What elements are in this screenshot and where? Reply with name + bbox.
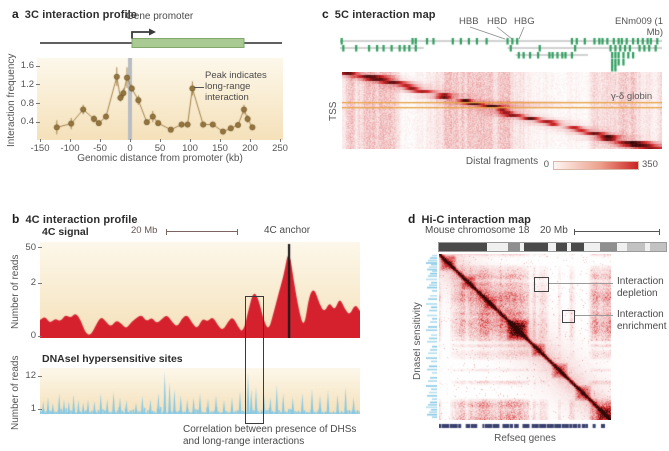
chromosome-label: Mouse chromosome 18: [425, 225, 530, 236]
y-tick-label: 0.4: [8, 116, 40, 127]
y-tick-label: 1: [10, 403, 42, 414]
x-tick-label: -50: [85, 139, 115, 154]
c5-y-axis-label: TSS: [328, 101, 339, 121]
x-tick-label: 250: [265, 139, 295, 154]
5c-gene-track-canvas: [340, 35, 662, 73]
3c-plot-canvas: [37, 58, 283, 140]
ideogram-band: [439, 243, 487, 251]
ideogram-band: [645, 243, 650, 251]
hic-heatmap-canvas: [439, 254, 611, 420]
globin-label: γ-δ globin: [611, 91, 653, 102]
x-tick-label: -100: [55, 139, 85, 154]
region-label: ENm009 (1 Mb): [614, 16, 663, 38]
y-tick-label: 12: [10, 370, 42, 381]
gene-label-hbg: HBG: [514, 16, 535, 27]
panel-d-letter: d: [408, 212, 416, 226]
d-scalebar-label: 20 Mb: [540, 225, 568, 236]
b-scalebar-label: 20 Mb: [131, 225, 158, 236]
hic-x-axis-label: Refseq genes: [494, 433, 556, 444]
ideogram-band: [649, 243, 666, 251]
gene-label-hbb: HBB: [459, 16, 479, 27]
panel-a-letter: a: [12, 7, 19, 21]
dhs-y-axis-label: Number of reads: [10, 355, 21, 430]
enrichment-label: Interaction enrichment: [617, 309, 667, 332]
promoter-arrow: [131, 31, 149, 39]
colorbar-min: 0: [543, 159, 549, 170]
correlation-annotation: Correlation between presence of DHSs and…: [183, 424, 357, 447]
panel-c-title: c 5C interaction map: [322, 7, 436, 21]
dnase-sensitivity-ticks-canvas: [426, 254, 437, 420]
peak-annotation-connector: [194, 87, 204, 88]
depletion-connector: [549, 283, 613, 284]
y-tick-label: 1.2: [8, 79, 40, 90]
ideogram-band: [547, 243, 556, 251]
ideogram-band: [555, 243, 568, 251]
x-tick-label: 0: [115, 139, 145, 154]
c5-x-axis-label: Distal fragments: [465, 156, 539, 167]
panel-d-title: d Hi-C interaction map: [408, 212, 532, 226]
x-tick-label: 100: [175, 139, 205, 154]
panel-b-title: b 4C interaction profile: [12, 212, 138, 226]
ideogram-band: [600, 243, 618, 251]
dhs-signal-canvas: [40, 368, 360, 414]
4c-signal-canvas: [40, 242, 360, 338]
colorbar: [553, 161, 639, 170]
ideogram-band: [570, 243, 585, 251]
depletion-label: Interaction depletion: [617, 276, 664, 299]
chromosome-ideogram: [438, 242, 667, 252]
x-tick-label: 50: [145, 139, 175, 154]
hic-y-axis-label: DnaseI sensitivity: [412, 302, 423, 380]
gene-label-hbd: HBD: [487, 16, 508, 27]
ideogram-band: [486, 243, 509, 251]
refseq-genes-canvas: [439, 423, 611, 429]
y-tick-label: 50: [10, 242, 42, 253]
dhs-label: DNAseI hypersensitive sites: [42, 353, 183, 365]
panel-c-letter: c: [322, 7, 329, 21]
depletion-box: [534, 277, 549, 292]
b-scalebar: [166, 229, 238, 235]
ideogram-band: [567, 243, 571, 251]
d-scalebar: [574, 229, 660, 235]
4c-anchor-label: 4C anchor: [264, 225, 311, 236]
ideogram-band: [627, 243, 646, 251]
panel-a-title: a 3C interaction profile: [12, 7, 137, 21]
panel-b-letter: b: [12, 212, 20, 226]
5c-heatmap-canvas: [342, 72, 662, 149]
gene-promoter-label: Gene promoter: [126, 11, 194, 22]
enrichment-connector: [575, 315, 613, 316]
enrichment-box: [562, 310, 575, 323]
correlation-highlight-box: [245, 296, 264, 424]
gene-body-box: [131, 38, 245, 48]
ideogram-band: [617, 243, 628, 251]
4c-signal-label: 4C signal: [42, 226, 89, 238]
gene-diagram: [40, 28, 282, 48]
ideogram-band: [584, 243, 601, 251]
y-tick-label: 0: [10, 330, 42, 341]
y-tick-label: 0.8: [8, 98, 40, 109]
ideogram-band: [524, 243, 548, 251]
ideogram-band: [519, 243, 525, 251]
peak-annotation: Peak indicates long-range interaction: [205, 70, 267, 104]
ideogram-band: [508, 243, 520, 251]
x-tick-label: 150: [205, 139, 235, 154]
x-tick-label: -150: [25, 139, 55, 154]
x-tick-label: 200: [235, 139, 265, 154]
y-tick-label: 1.6: [8, 60, 40, 71]
colorbar-max: 350: [642, 159, 658, 170]
c3-x-axis-label: Genomic distance from promoter (kb): [77, 153, 243, 164]
y-tick-label: 2: [10, 277, 42, 288]
c4-y-axis-label: Number of reads: [10, 254, 21, 329]
